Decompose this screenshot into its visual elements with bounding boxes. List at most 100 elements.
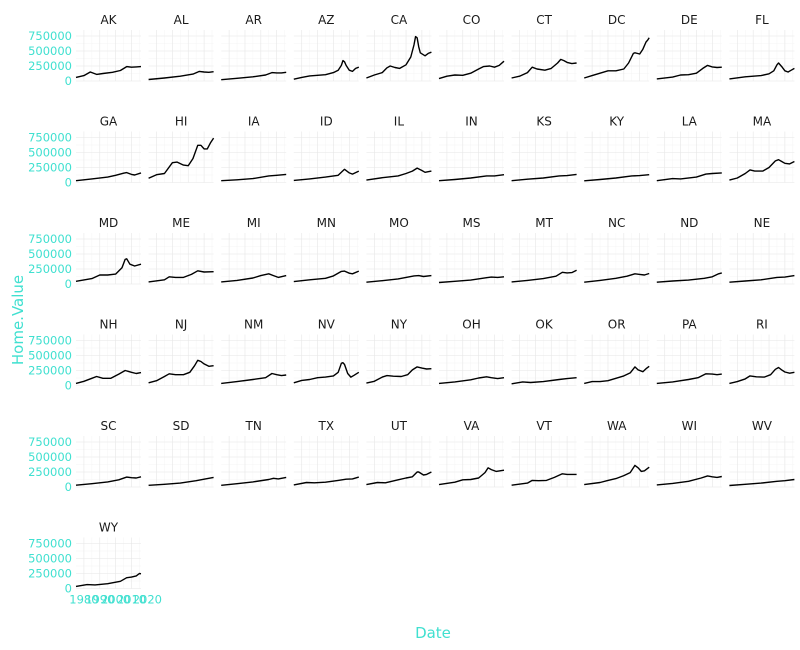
y-tick-label: 500000 [28,44,72,58]
series-line-mn [293,270,360,283]
series-line-ms [438,276,505,284]
series-line-or [584,365,650,385]
series-line-il [366,167,432,181]
series-line-oh [438,376,505,385]
facet-strip-label: WV [752,419,773,433]
facet-strip-label: IA [248,115,261,129]
y-tick-label: 0 [65,379,72,393]
facet-strip-label: MA [753,115,772,129]
facet-strip-label: DC [608,13,626,27]
facet-strip-label: NH [100,318,118,332]
facet-panel-ks: KS [511,115,577,183]
facet-strip-label: RI [756,318,768,332]
y-tick-label: 0 [65,582,72,596]
facet-strip-label: KS [536,115,552,129]
y-tick-label: 250000 [28,262,72,276]
series-line-wa [584,464,650,486]
y-tick-label: 500000 [28,349,72,363]
series-line-tn [221,476,287,487]
y-tick-label: 500000 [28,552,72,566]
series-line-vt [511,473,577,486]
facet-panel-ms: MS [438,216,505,285]
y-tick-label: 0 [65,74,72,88]
facet-strip-label: OH [462,318,480,332]
y-tick-label: 0 [65,277,72,291]
facet-strip-label: KY [609,115,624,129]
series-line-nd [656,272,722,283]
y-tick-label: 250000 [28,59,72,73]
facet-strip-label: VA [464,419,480,433]
series-line-ut [366,471,432,486]
series-line-mi [221,273,287,283]
y-tick-label: 0 [65,480,72,494]
series-line-pa [656,373,722,385]
facet-panel-ne: NE [729,216,795,285]
facet-panel-nv: NV [293,318,360,386]
facet-strip-label: AL [174,13,189,27]
series-line-la [656,172,722,182]
facet-strip-label: MI [247,216,261,230]
series-line-co [438,60,505,80]
facet-panel-mn: MN [293,216,360,285]
facet-panel-wi: WI [656,419,722,488]
series-line-ma [729,159,795,181]
y-tick-label: 750000 [28,537,72,551]
facet-panel-nj: NJ [148,318,214,386]
y-tick-label: 750000 [28,232,72,246]
series-line-sc [75,476,142,486]
y-tick-label: 750000 [28,435,72,449]
y-tick-label: 250000 [28,161,72,175]
facet-strip-label: NY [391,318,408,332]
facet-strip-label: CA [391,13,408,27]
facet-panel-mi: MI [221,216,287,285]
series-line-md [75,258,142,282]
facet-panel-ia: IA [221,115,287,183]
facet-panel-al: AL [148,13,214,82]
series-line-sd [148,476,214,487]
facet-strip-label: SC [101,419,117,433]
facet-panel-dc: DC [583,13,650,82]
series-line-al [148,70,214,81]
facet-strip-label: AZ [318,13,334,27]
series-line-wv [729,478,795,487]
facet-panel-fl: FL [729,13,795,82]
facet-panel-tn: TN [221,419,287,488]
series-line-nv [293,362,360,384]
facet-strip-label: VT [536,419,552,433]
series-line-ga [75,171,142,182]
x-tick-label: 1980 [69,593,98,607]
series-line-ok [511,377,577,385]
facet-panel-ok: OK [511,318,577,386]
facet-panel-me: ME [148,216,214,285]
y-tick-label: 250000 [28,364,72,378]
facet-strip-label: OR [608,318,626,332]
series-line-fl [729,62,795,80]
facet-panel-de: DE [656,13,722,82]
series-line-az [293,59,360,80]
series-line-va [438,467,505,486]
series-line-ks [511,173,577,182]
facet-strip-label: WY [99,521,119,535]
y-tick-label: 250000 [28,465,72,479]
facet-strip-label: NE [754,216,771,230]
facet-strip-label: UT [391,419,408,433]
series-line-nc [584,272,650,283]
x-tick-label: 2020 [133,593,162,607]
series-line-ct [511,58,577,79]
facet-panel-pa: PA [656,318,722,386]
facet-strip-label: OK [535,318,553,332]
x-tick-label: 1990 [85,593,114,607]
facet-strip-label: NV [318,318,336,332]
facet-panel-ct: CT [511,13,577,82]
facet-strip-label: NM [244,318,263,332]
facet-strip-label: AR [245,13,262,27]
x-tick-label: 2010 [117,593,146,607]
facet-panel-ma: MA [729,115,795,183]
series-line-nh [75,369,142,385]
facet-strip-label: PA [682,318,697,332]
